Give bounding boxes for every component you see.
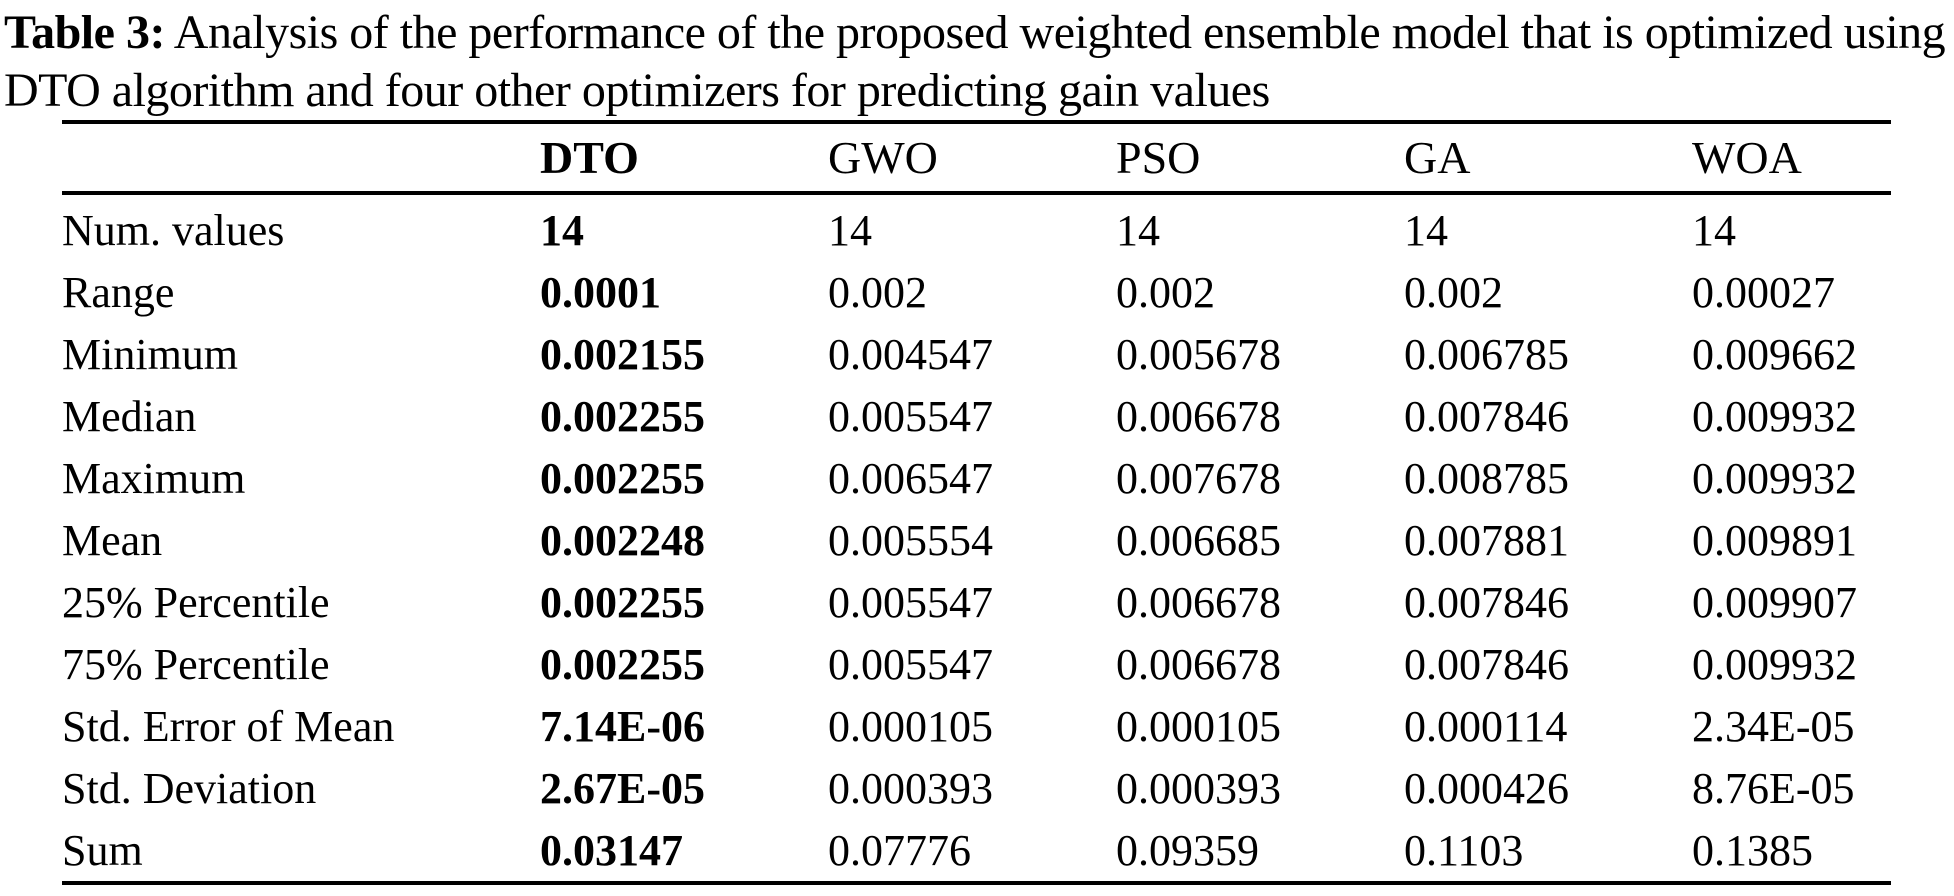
table-cell: 0.007846 — [1404, 577, 1569, 627]
column-header-pso: PSO — [1116, 120, 1404, 195]
table-cell: 14 — [1404, 205, 1448, 255]
table-cell: 0.007846 — [1404, 639, 1569, 689]
table-caption-text: Analysis of the performance of the propo… — [4, 6, 1946, 117]
table-cell: 0.1103 — [1404, 819, 1692, 885]
table-cell: 0.009932 — [1692, 639, 1857, 689]
table-row-mean: Mean 0.002248 0.005554 0.006685 0.007881… — [62, 509, 1891, 571]
table-cell: 0.005547 — [828, 577, 993, 627]
row-label: Mean — [62, 515, 163, 565]
row-label: 75% Percentile — [62, 639, 330, 689]
table-cell: 14 — [1692, 205, 1736, 255]
table-cell: 8.76E-05 — [1692, 763, 1855, 813]
table-cell: 0.002 — [1116, 267, 1215, 317]
table-cell: 0.0001 — [540, 267, 661, 317]
table-cell: 0.000426 — [1404, 763, 1569, 813]
table-cell: 0.002155 — [540, 329, 705, 379]
table-cell: 0.00027 — [1692, 267, 1835, 317]
table-cell: 2.67E-05 — [540, 763, 705, 813]
table-row-maximum: Maximum 0.002255 0.006547 0.007678 0.008… — [62, 447, 1891, 509]
header-row: DTO GWO PSO GA WOA — [62, 120, 1891, 195]
table-cell: 0.006678 — [1116, 391, 1281, 441]
row-label: Median — [62, 391, 197, 441]
table-cell: 0.002248 — [540, 515, 705, 565]
table-row-num-values: Num. values 14 14 14 14 14 — [62, 193, 1891, 261]
row-label: Minimum — [62, 329, 239, 379]
table-caption: Table 3: Analysis of the performance of … — [4, 4, 1952, 120]
row-label: Range — [62, 267, 175, 317]
row-label: Num. values — [62, 205, 285, 255]
column-header-woa: WOA — [1692, 120, 1891, 195]
table-cell: 0.002 — [828, 267, 927, 317]
table-cell: 14 — [1116, 205, 1160, 255]
table-cell: 2.34E-05 — [1692, 701, 1855, 751]
table-cell: 0.006678 — [1116, 639, 1281, 689]
table-row-75-percentile: 75% Percentile 0.002255 0.005547 0.00667… — [62, 633, 1891, 695]
row-label: Std. Error of Mean — [62, 701, 395, 751]
table-cell: 0.009932 — [1692, 453, 1857, 503]
table-cell: 0.009907 — [1692, 577, 1857, 627]
table-cell: 0.03147 — [540, 819, 828, 885]
paper-table-figure: Table 3: Analysis of the performance of … — [0, 4, 1954, 896]
table-row-minimum: Minimum 0.002155 0.004547 0.005678 0.006… — [62, 323, 1891, 385]
table-cell: 0.007678 — [1116, 453, 1281, 503]
table-row-sum: Sum 0.03147 0.07776 0.09359 0.1103 0.138… — [62, 819, 1891, 885]
table-cell: 0.009891 — [1692, 515, 1857, 565]
table-cell: 0.1385 — [1692, 819, 1891, 885]
column-header-ga: GA — [1404, 120, 1692, 195]
table-cell: 0.002255 — [540, 453, 705, 503]
table-cell: 0.006685 — [1116, 515, 1281, 565]
table-cell: 0.002255 — [540, 391, 705, 441]
row-label: Sum — [62, 819, 540, 885]
table-cell: 14 — [540, 205, 584, 255]
row-label: 25% Percentile — [62, 577, 330, 627]
column-header-gwo: GWO — [828, 120, 1116, 195]
stats-table: DTO GWO PSO GA WOA Num. values 14 14 14 … — [62, 120, 1891, 885]
table-cell: 0.000105 — [1116, 701, 1281, 751]
table-cell: 0.002255 — [540, 577, 705, 627]
table-cell: 0.006547 — [828, 453, 993, 503]
table-row-std-deviation: Std. Deviation 2.67E-05 0.000393 0.00039… — [62, 757, 1891, 819]
table-cell: 0.006678 — [1116, 577, 1281, 627]
table-cell: 0.005554 — [828, 515, 993, 565]
table-cell: 0.09359 — [1116, 819, 1404, 885]
table-cell: 0.002255 — [540, 639, 705, 689]
row-label: Maximum — [62, 453, 246, 503]
table-cell: 0.000114 — [1404, 701, 1568, 751]
table-cell: 0.000393 — [1116, 763, 1281, 813]
table-row-std-error-of-mean: Std. Error of Mean 7.14E-06 0.000105 0.0… — [62, 695, 1891, 757]
table-cell: 0.000393 — [828, 763, 993, 813]
table-cell: 14 — [828, 205, 872, 255]
table-cell: 0.008785 — [1404, 453, 1569, 503]
table-cell: 0.009662 — [1692, 329, 1857, 379]
table-caption-number: Table 3: — [4, 6, 165, 59]
row-label: Std. Deviation — [62, 763, 317, 813]
table-cell: 0.002 — [1404, 267, 1503, 317]
table-cell: 0.009932 — [1692, 391, 1857, 441]
table-cell: 0.004547 — [828, 329, 993, 379]
column-header-dto: DTO — [540, 120, 828, 195]
table-row-median: Median 0.002255 0.005547 0.006678 0.0078… — [62, 385, 1891, 447]
table-cell: 7.14E-06 — [540, 701, 705, 751]
column-header-empty — [62, 120, 540, 195]
table-cell: 0.007846 — [1404, 391, 1569, 441]
table-cell: 0.000105 — [828, 701, 993, 751]
table-cell: 0.005678 — [1116, 329, 1281, 379]
table-cell: 0.006785 — [1404, 329, 1569, 379]
table-cell: 0.005547 — [828, 639, 993, 689]
table-cell: 0.07776 — [828, 819, 1116, 885]
table-cell: 0.005547 — [828, 391, 993, 441]
table-row-25-percentile: 25% Percentile 0.002255 0.005547 0.00667… — [62, 571, 1891, 633]
table-cell: 0.007881 — [1404, 515, 1569, 565]
table-row-range: Range 0.0001 0.002 0.002 0.002 0.00027 — [62, 261, 1891, 323]
